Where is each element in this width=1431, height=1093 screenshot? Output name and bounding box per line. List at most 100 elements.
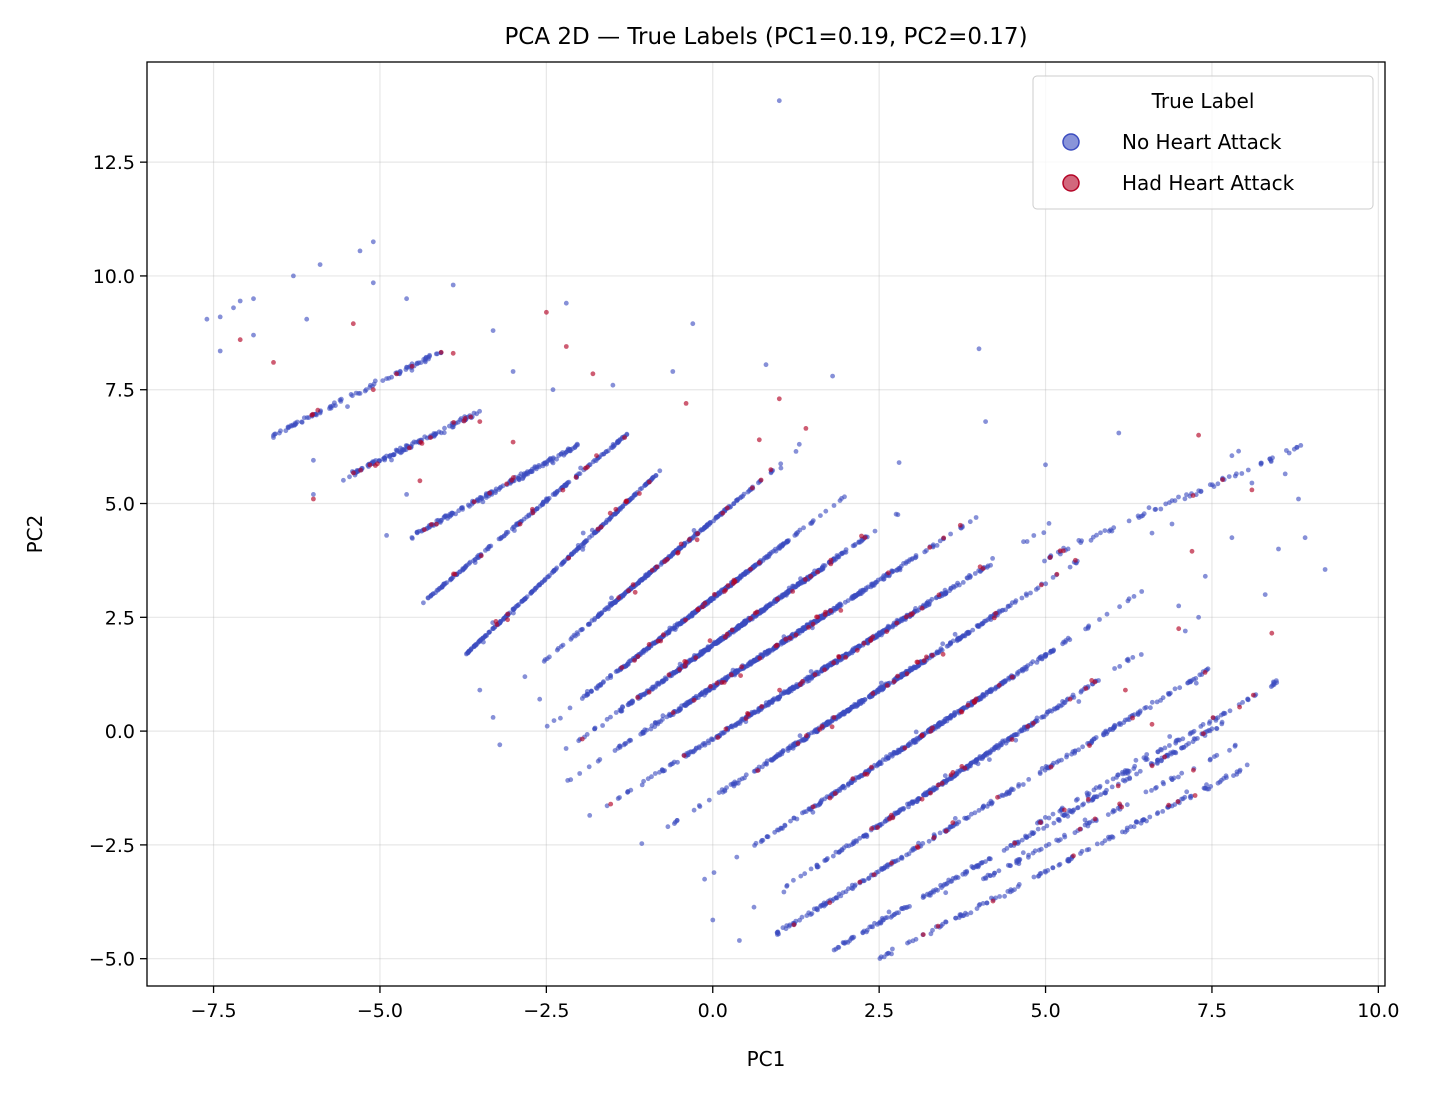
point-no-heart-attack [738, 718, 744, 724]
point-no-heart-attack [251, 332, 256, 338]
point-no-heart-attack [520, 476, 526, 482]
point-no-heart-attack [542, 657, 548, 662]
point-no-heart-attack [610, 382, 616, 388]
point-no-heart-attack [1167, 500, 1172, 505]
point-had-heart-attack [862, 535, 868, 540]
point-no-heart-attack [914, 735, 920, 741]
point-had-heart-attack [756, 560, 762, 566]
point-no-heart-attack [1131, 824, 1137, 830]
point-no-heart-attack [428, 592, 434, 598]
point-no-heart-attack [940, 641, 946, 647]
point-no-heart-attack [909, 667, 915, 673]
point-no-heart-attack [690, 321, 696, 327]
point-no-heart-attack [1139, 589, 1145, 594]
point-no-heart-attack [931, 889, 937, 895]
point-had-heart-attack [661, 632, 666, 638]
point-no-heart-attack [911, 799, 917, 805]
point-no-heart-attack [1268, 458, 1274, 463]
point-no-heart-attack [704, 522, 710, 528]
point-no-heart-attack [299, 419, 305, 425]
point-had-heart-attack [774, 596, 780, 602]
point-no-heart-attack [370, 239, 376, 245]
point-no-heart-attack [1031, 874, 1037, 880]
point-no-heart-attack [563, 483, 569, 489]
point-no-heart-attack [776, 98, 782, 104]
point-no-heart-attack [1075, 796, 1080, 802]
point-no-heart-attack [885, 951, 891, 956]
point-had-heart-attack [828, 561, 834, 567]
point-no-heart-attack [702, 876, 707, 882]
point-no-heart-attack [468, 646, 474, 652]
point-no-heart-attack [800, 810, 805, 816]
point-no-heart-attack [698, 649, 704, 655]
point-had-heart-attack [662, 559, 668, 564]
point-no-heart-attack [1043, 462, 1048, 468]
point-no-heart-attack [567, 447, 573, 452]
point-no-heart-attack [1050, 865, 1056, 870]
point-no-heart-attack [414, 361, 420, 367]
point-no-heart-attack [1038, 846, 1044, 852]
point-no-heart-attack [1040, 714, 1046, 720]
point-no-heart-attack [372, 378, 378, 384]
point-had-heart-attack [375, 461, 380, 467]
point-no-heart-attack [1093, 785, 1099, 791]
point-no-heart-attack [849, 882, 855, 888]
point-no-heart-attack [633, 491, 638, 497]
point-had-heart-attack [678, 541, 684, 547]
point-no-heart-attack [892, 911, 897, 917]
point-no-heart-attack [589, 527, 595, 533]
point-had-heart-attack [693, 655, 699, 661]
point-no-heart-attack [785, 690, 791, 695]
point-no-heart-attack [734, 854, 740, 860]
point-no-heart-attack [464, 650, 470, 656]
point-no-heart-attack [733, 722, 739, 727]
point-no-heart-attack [801, 525, 806, 531]
point-no-heart-attack [450, 424, 455, 430]
point-no-heart-attack [1232, 742, 1238, 748]
point-no-heart-attack [1111, 525, 1117, 531]
point-had-heart-attack [758, 477, 764, 483]
point-no-heart-attack [561, 452, 567, 458]
point-no-heart-attack [574, 630, 580, 635]
point-no-heart-attack [1001, 679, 1006, 685]
point-no-heart-attack [1044, 823, 1050, 829]
point-no-heart-attack [786, 923, 792, 929]
point-no-heart-attack [1048, 649, 1054, 654]
point-no-heart-attack [809, 520, 815, 526]
point-no-heart-attack [594, 686, 600, 691]
point-no-heart-attack [1071, 695, 1077, 700]
point-no-heart-attack [823, 508, 829, 514]
point-no-heart-attack [404, 492, 409, 497]
point-no-heart-attack [1185, 680, 1190, 686]
point-no-heart-attack [678, 545, 684, 550]
point-no-heart-attack [436, 429, 442, 435]
point-no-heart-attack [840, 940, 846, 945]
point-no-heart-attack [558, 562, 564, 568]
point-no-heart-attack [980, 901, 986, 906]
point-no-heart-attack [1198, 724, 1204, 729]
point-no-heart-attack [1198, 489, 1204, 495]
point-no-heart-attack [906, 559, 911, 564]
point-no-heart-attack [952, 712, 957, 718]
point-no-heart-attack [555, 646, 561, 651]
point-no-heart-attack [663, 676, 669, 682]
point-no-heart-attack [1169, 751, 1174, 757]
point-no-heart-attack [831, 947, 837, 953]
point-no-heart-attack [942, 773, 948, 779]
point-no-heart-attack [1026, 777, 1032, 782]
point-no-heart-attack [567, 705, 573, 711]
point-no-heart-attack [660, 717, 665, 722]
point-no-heart-attack [1245, 467, 1251, 473]
point-no-heart-attack [1067, 564, 1073, 570]
point-no-heart-attack [872, 528, 878, 534]
point-no-heart-attack [935, 887, 940, 893]
point-no-heart-attack [905, 940, 910, 946]
point-no-heart-attack [455, 419, 461, 425]
point-no-heart-attack [791, 877, 796, 883]
point-no-heart-attack [410, 536, 415, 541]
point-no-heart-attack [915, 663, 920, 669]
point-no-heart-attack [976, 808, 982, 813]
point-no-heart-attack [1033, 587, 1039, 592]
point-had-heart-attack [511, 475, 516, 480]
